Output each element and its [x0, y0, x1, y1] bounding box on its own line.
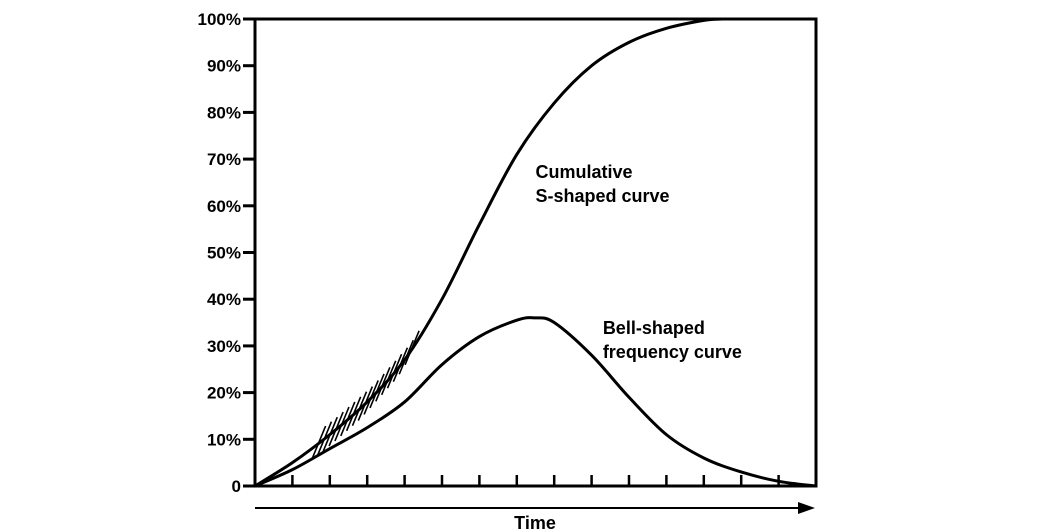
hatched-region	[310, 330, 420, 461]
x-axis	[291, 475, 780, 486]
y-axis: 0 10% 20% 30% 40% 50% 60% 70% 80% 90% 100%	[198, 10, 255, 496]
annotation-text: Cumulative	[536, 162, 633, 182]
series-group	[253, 17, 818, 488]
y-tick-label: 80%	[207, 103, 241, 122]
plot-frame	[253, 17, 818, 488]
series-line-bell	[253, 316, 818, 488]
time-arrow-head	[798, 502, 815, 514]
y-tick-label: 90%	[207, 57, 241, 76]
y-tick-label: 40%	[207, 290, 241, 309]
y-tick-label: 20%	[207, 384, 241, 403]
y-tick-label: 30%	[207, 337, 241, 356]
y-tick-label: 50%	[207, 244, 241, 263]
annotations: Cumulative S-shaped curve Bell-shaped frequ…	[536, 162, 742, 362]
y-tick-label: 10%	[207, 430, 241, 449]
y-tick-label: 100%	[198, 10, 241, 29]
annotation-text: Bell-shaped	[603, 318, 705, 338]
y-tick-label: 0	[232, 477, 241, 496]
annotation-text: S-shaped curve	[536, 186, 670, 206]
annotation-text: frequency curve	[603, 342, 742, 362]
x-axis-label: Time	[514, 513, 556, 531]
series-line-cumulative	[253, 17, 724, 488]
y-tick-label: 70%	[207, 150, 241, 169]
y-tick-label: 60%	[207, 197, 241, 216]
